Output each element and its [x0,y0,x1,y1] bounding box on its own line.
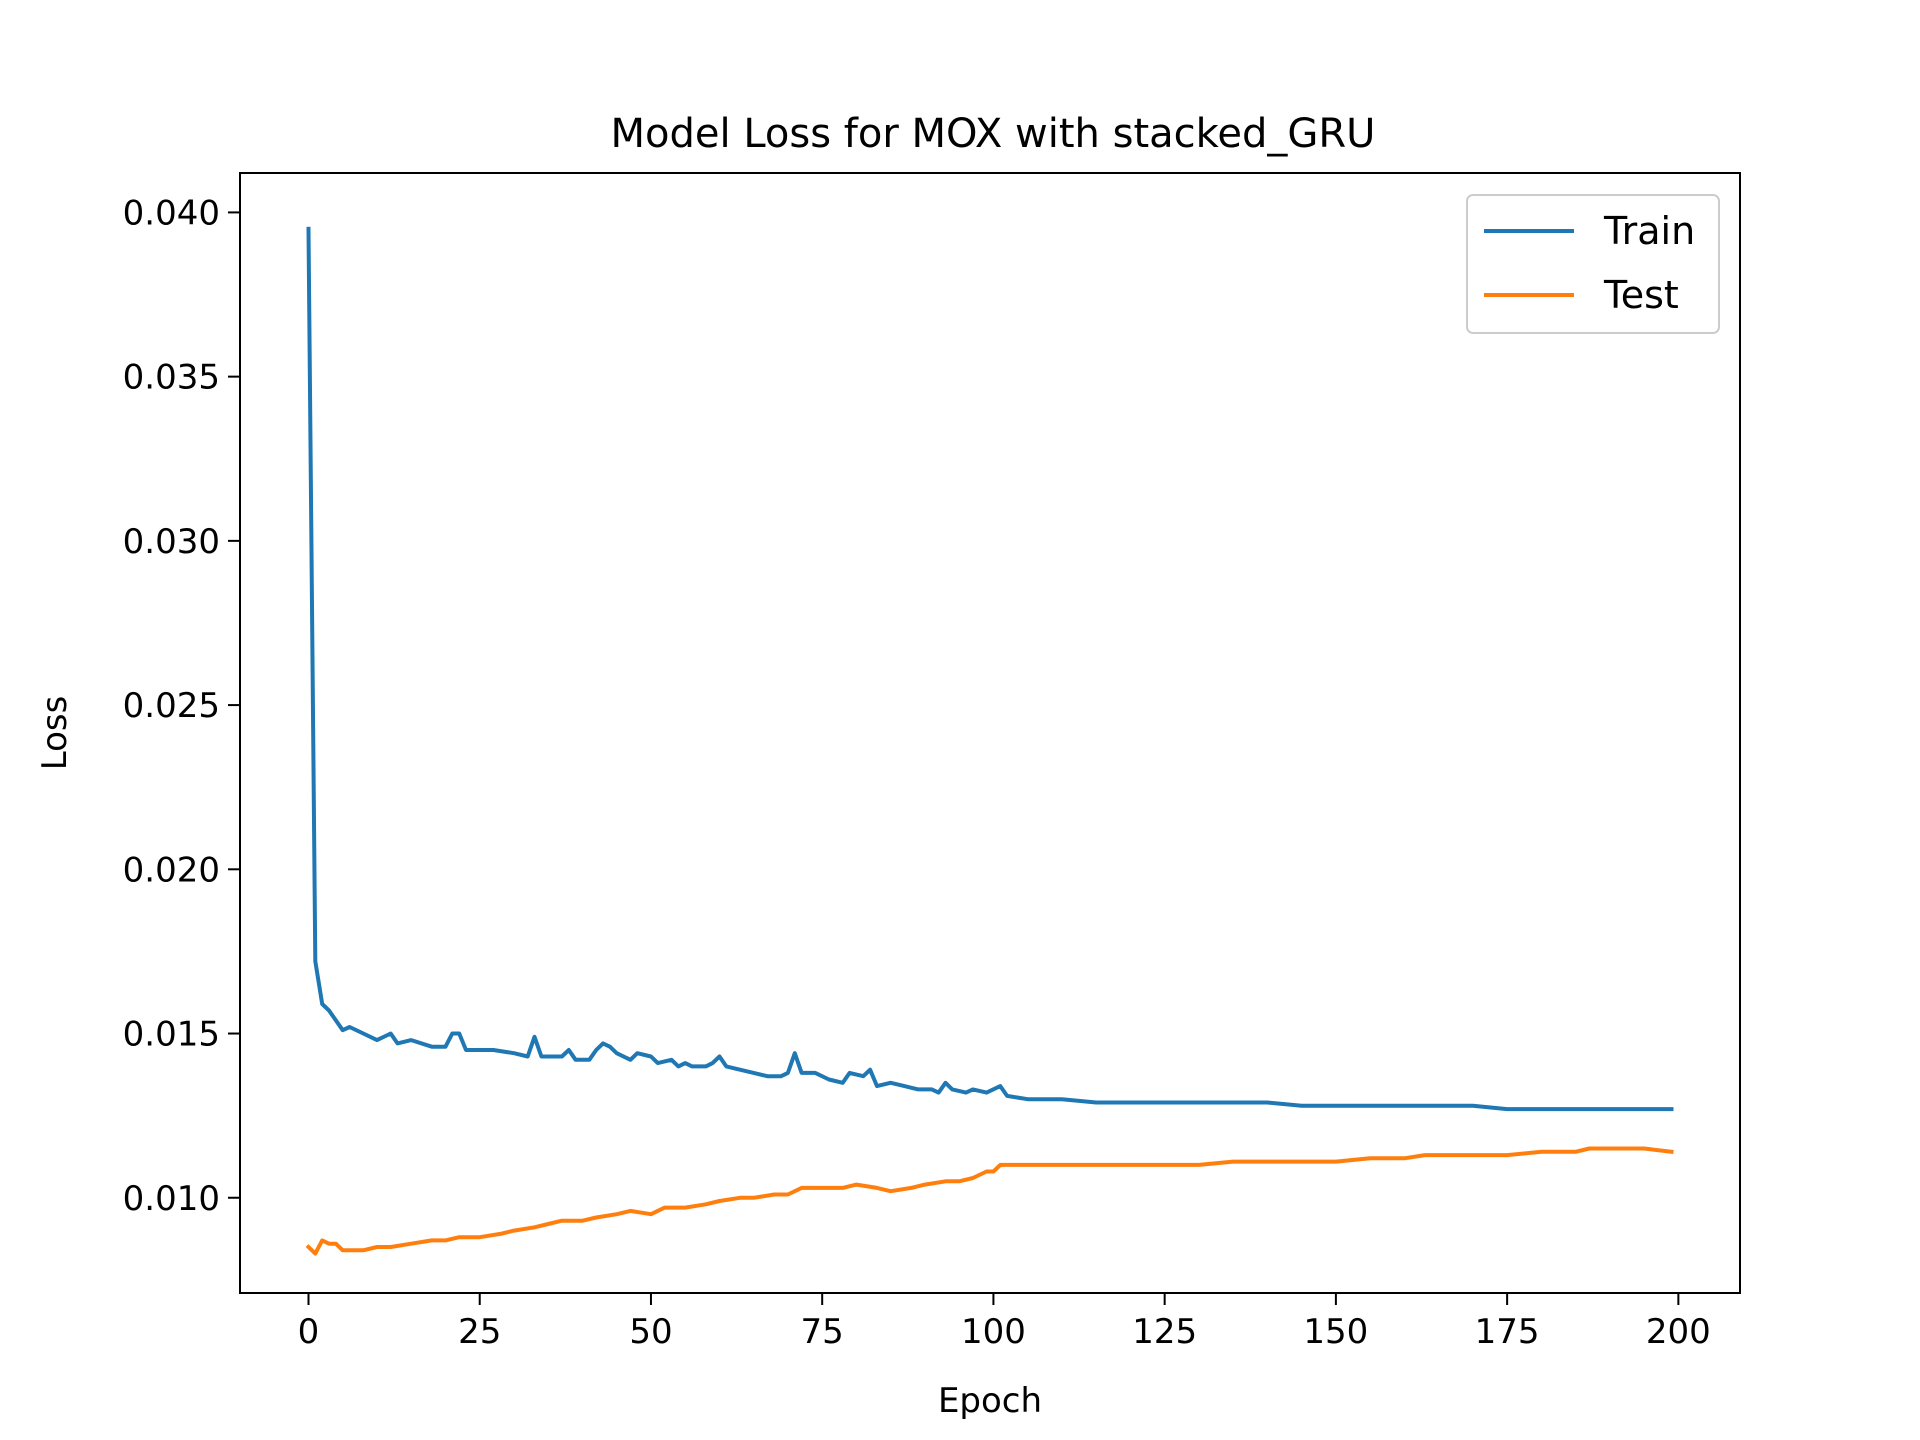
x-tick-label: 50 [629,1312,672,1352]
series-line-test [305,1146,1674,1256]
legend-label-test: Test [1603,273,1679,317]
y-axis-ticks: 0.010 0.015 0.020 0.025 0.030 0.035 0.040 [123,193,240,1219]
legend: Train Test [1466,194,1720,334]
plot-area-frame [239,172,1741,1294]
y-tick-label: 0.030 [123,522,220,562]
x-tick-label: 25 [458,1312,501,1352]
x-tick-label: 75 [801,1312,844,1352]
x-tick-label: 125 [1132,1312,1197,1352]
y-axis-label: Loss [35,696,75,771]
series-line-train [306,226,1674,1112]
x-axis-ticks: 0 25 50 75 100 125 150 175 200 [298,1293,1711,1352]
y-tick-label: 0.035 [123,358,220,398]
legend-label-train: Train [1603,209,1695,253]
x-tick-label: 175 [1475,1312,1540,1352]
series-layer [305,226,1674,1256]
x-axis-label: Epoch [938,1381,1042,1421]
y-tick-label: 0.010 [123,1179,220,1219]
y-tick-label: 0.020 [123,850,220,890]
y-tick-label: 0.025 [123,686,220,726]
x-tick-label: 200 [1646,1312,1711,1352]
x-tick-label: 0 [298,1312,320,1352]
y-tick-label: 0.040 [123,193,220,233]
chart-title: Model Loss for MOX with stacked_GRU [611,111,1376,157]
x-tick-label: 150 [1303,1312,1368,1352]
y-tick-label: 0.015 [123,1015,220,1055]
x-tick-label: 100 [961,1312,1026,1352]
